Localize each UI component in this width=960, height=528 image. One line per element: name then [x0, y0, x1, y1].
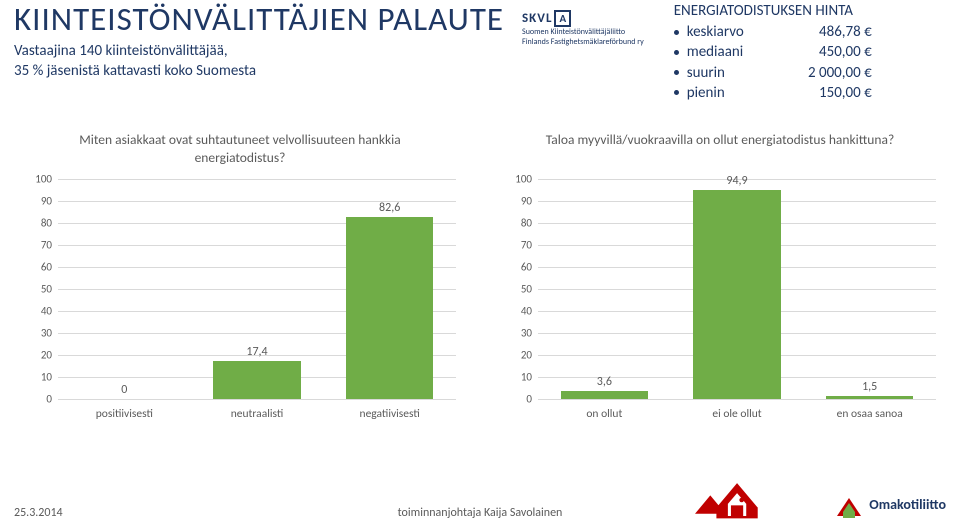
footer: 25.3.2014 toiminnanjohtaja Kaija Savolai… — [0, 480, 960, 520]
chart-bar — [561, 391, 649, 399]
chart-bar-value: 3,6 — [538, 375, 671, 389]
chart-bar-slot: 94,9 — [671, 179, 804, 399]
chart-ylabel: 60 — [494, 261, 532, 274]
bullet-icon — [674, 90, 679, 95]
chart-ylabel: 20 — [494, 349, 532, 362]
subtitle: Vastaajina 140 kiinteistönvälittäjää, 35… — [14, 41, 504, 82]
chart-ylabel: 40 — [494, 305, 532, 318]
chart-gridline — [538, 399, 936, 400]
chart-bar-value: 82,6 — [323, 201, 456, 215]
footer-role: toiminnanjohtaja Kaija Savolainen — [398, 506, 563, 520]
chart-bar — [346, 217, 434, 399]
chart-ylabel: 100 — [494, 173, 532, 186]
chart-ylabel: 50 — [494, 283, 532, 296]
price-value: 2 000,00 € — [777, 63, 872, 83]
chart-right-title: Taloa myyvillä/vuokraavilla on ollut ene… — [514, 131, 926, 169]
chart-bar — [693, 190, 781, 399]
chart-bar-slot: 0 — [58, 179, 191, 399]
price-row: keskiarvo486,78 € — [674, 22, 872, 42]
chart-ylabel: 70 — [494, 239, 532, 252]
title-block: KIINTEISTÖNVÄLITTÄJIEN PALAUTE Vastaajin… — [14, 2, 504, 81]
chart-ylabel: 80 — [494, 217, 532, 230]
chart-xlabel: ei ole ollut — [671, 404, 804, 421]
chart-bar-slot: 3,6 — [538, 179, 671, 399]
price-value: 450,00 € — [777, 42, 872, 62]
price-title: ENERGIATODISTUKSEN HINTA — [674, 2, 872, 20]
chart-ylabel: 40 — [14, 305, 52, 318]
chart-ylabel: 100 — [14, 173, 52, 186]
price-label: keskiarvo — [687, 22, 777, 42]
omakoti-text: Omakotiliitto — [869, 496, 946, 513]
chart-xlabel: en osaa sanoa — [803, 404, 936, 421]
chart-ylabel: 30 — [14, 327, 52, 340]
header: KIINTEISTÖNVÄLITTÄJIEN PALAUTE Vastaajin… — [0, 0, 960, 103]
subtitle-line-2: 35 % jäsenistä kattavasti koko Suomesta — [14, 61, 504, 81]
chart-left-title: Miten asiakkaat ovat suhtautuneet velvol… — [34, 131, 446, 169]
chart-ylabel: 90 — [494, 195, 532, 208]
price-label: pienin — [687, 83, 777, 103]
subtitle-line-1: Vastaajina 140 kiinteistönvälittäjää, — [14, 41, 504, 61]
price-label: suurin — [687, 63, 777, 83]
footer-logos: Omakotiliitto — [695, 480, 946, 520]
price-row: pienin150,00 € — [674, 83, 872, 103]
chart-ylabel: 80 — [14, 217, 52, 230]
skvl-logo: SKVLA Suomen Kiinteistönvälittäjäliitto … — [522, 8, 644, 47]
chart-ylabel: 60 — [14, 261, 52, 274]
chart-bar-slot: 17,4 — [191, 179, 324, 399]
skvl-text: SKVL — [522, 11, 552, 26]
skvl-sub1: Suomen Kiinteistönvälittäjäliitto — [522, 28, 644, 37]
price-value: 486,78 € — [777, 22, 872, 42]
chart-xlabel: neutraalisti — [191, 404, 324, 421]
chart-xlabel: on ollut — [538, 404, 671, 421]
charts-row: Miten asiakkaat ovat suhtautuneet velvol… — [0, 103, 960, 421]
chart-right: Taloa myyvillä/vuokraavilla on ollut ene… — [494, 131, 946, 421]
chart-ylabel: 70 — [14, 239, 52, 252]
chart-left: Miten asiakkaat ovat suhtautuneet velvol… — [14, 131, 466, 421]
chart-bar-slot: 1,5 — [803, 179, 936, 399]
chart-bar-value: 17,4 — [191, 345, 324, 359]
bullet-icon — [674, 70, 679, 75]
chart-right-plot: 3,694,91,50102030405060708090100on ollut… — [494, 175, 946, 421]
chart-ylabel: 10 — [494, 371, 532, 384]
footer-date: 25.3.2014 — [14, 506, 63, 520]
chart-ylabel: 90 — [14, 195, 52, 208]
chart-left-plot: 0 17,4 82,6 0 10 20 30 40 50 60 70 80 90 100 positiivi… — [14, 175, 466, 421]
bullet-icon — [674, 30, 679, 35]
chart-bar — [213, 361, 301, 399]
chart-bar-value: 1,5 — [803, 380, 936, 394]
skvl-badge: A — [554, 10, 571, 27]
chart-ylabel: 50 — [14, 283, 52, 296]
chart-gridline — [58, 399, 456, 400]
price-value: 150,00 € — [777, 83, 872, 103]
page-title: KIINTEISTÖNVÄLITTÄJIEN PALAUTE — [14, 2, 504, 37]
chart-ylabel: 30 — [494, 327, 532, 340]
chart-bar-slot: 82,6 — [323, 179, 456, 399]
chart-bar-value: 94,9 — [671, 174, 804, 188]
price-row: suurin2 000,00 € — [674, 63, 872, 83]
skvl-sub2: Finlands Fastighetsmäklareförbund ry — [522, 38, 644, 47]
chart-ylabel: 0 — [14, 393, 52, 406]
price-label: mediaani — [687, 42, 777, 62]
price-row: mediaani450,00 € — [674, 42, 872, 62]
chart-bar — [826, 396, 914, 399]
chart-ylabel: 10 — [14, 371, 52, 384]
chart-xlabel: negatiivisesti — [323, 404, 456, 421]
chart-xlabel: positiivisesti — [58, 404, 191, 421]
omakoti-icon — [833, 488, 865, 520]
chart-ylabel: 0 — [494, 393, 532, 406]
chart-bar-value: 0 — [58, 383, 191, 397]
chart-ylabel: 20 — [14, 349, 52, 362]
price-block: ENERGIATODISTUKSEN HINTA keskiarvo486,78… — [674, 2, 872, 103]
bullet-icon — [674, 50, 679, 55]
omakoti-logo: Omakotiliitto — [833, 488, 946, 520]
roof-logo-icon — [695, 480, 825, 520]
